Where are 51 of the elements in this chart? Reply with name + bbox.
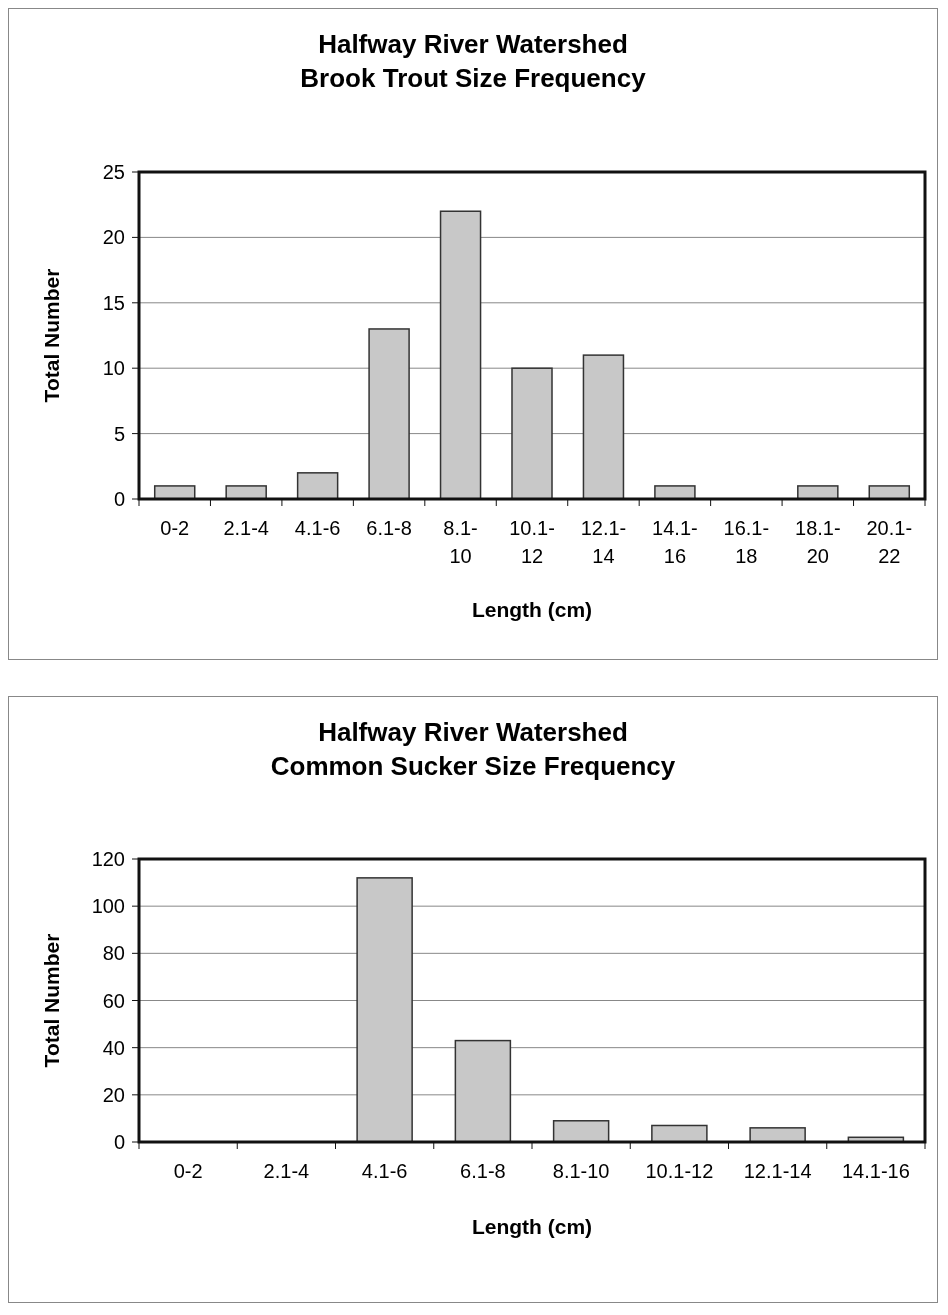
bar bbox=[654, 485, 696, 500]
y-axis-title: Total Number bbox=[40, 268, 63, 403]
x-tick-label: 14.1-16 bbox=[652, 517, 698, 567]
y-tick-label: 100 bbox=[91, 895, 125, 918]
x-tick-label: 6.1-8 bbox=[460, 1160, 506, 1182]
bar bbox=[296, 472, 339, 500]
x-tick-label: 18.1-20 bbox=[795, 517, 841, 567]
bar bbox=[749, 1127, 806, 1143]
bar bbox=[552, 1120, 610, 1143]
x-tick-label: 14.1-16 bbox=[841, 1160, 910, 1182]
bar bbox=[797, 485, 839, 500]
x-tick-label: 4.1-6 bbox=[294, 517, 341, 539]
y-tick-label: 0 bbox=[113, 1131, 125, 1153]
bar bbox=[356, 877, 413, 1143]
x-tick-label: 12.1-14 bbox=[743, 1160, 812, 1182]
x-tick-label: 6.1-8 bbox=[366, 517, 412, 539]
x-tick-label: 16.1-18 bbox=[723, 517, 770, 567]
y-tick-label: 60 bbox=[102, 989, 125, 1012]
y-tick-label: 40 bbox=[102, 1036, 125, 1059]
x-tick-label: 8.1-10 bbox=[552, 1160, 610, 1182]
y-tick-label: 20 bbox=[102, 226, 125, 249]
x-tick-label: 10.1-12 bbox=[509, 517, 555, 567]
bar bbox=[651, 1124, 708, 1143]
bar bbox=[225, 485, 267, 500]
y-tick-label: 120 bbox=[91, 848, 125, 870]
bar bbox=[454, 1039, 512, 1143]
y-tick-label: 5 bbox=[113, 422, 125, 445]
bar bbox=[439, 210, 482, 500]
y-tick-label: 15 bbox=[102, 291, 125, 314]
x-tick-label: 4.1-6 bbox=[361, 1160, 408, 1182]
bar bbox=[582, 354, 625, 500]
x-tick-label: 10.1-12 bbox=[645, 1160, 714, 1182]
x-axis-title: Length (cm) bbox=[471, 598, 593, 621]
chart-title: Halfway River Watershed Common Sucker Size Frequency bbox=[270, 717, 676, 781]
x-tick-label: 2.1-4 bbox=[223, 517, 269, 539]
y-tick-label: 0 bbox=[113, 488, 125, 510]
chart-title: Halfway River Watershed Brook Trout Size Frequency bbox=[300, 29, 647, 93]
y-tick-label: 10 bbox=[102, 357, 125, 380]
y-tick-label: 80 bbox=[102, 942, 125, 965]
y-tick-label: 20 bbox=[102, 1083, 125, 1106]
y-tick-label: 25 bbox=[102, 161, 125, 183]
bar bbox=[511, 367, 553, 500]
x-tick-label: 0-2 bbox=[173, 1160, 203, 1182]
x-tick-label: 0-2 bbox=[160, 517, 190, 539]
y-axis-title: Total Number bbox=[40, 933, 63, 1068]
bar bbox=[368, 328, 410, 500]
x-tick-label: 12.1-14 bbox=[580, 517, 627, 567]
x-tick-label: 8.1-10 bbox=[443, 517, 478, 567]
x-tick-label: 20.1-22 bbox=[866, 517, 913, 567]
x-axis-title: Length (cm) bbox=[471, 1215, 593, 1238]
x-tick-label: 2.1-4 bbox=[263, 1160, 310, 1182]
